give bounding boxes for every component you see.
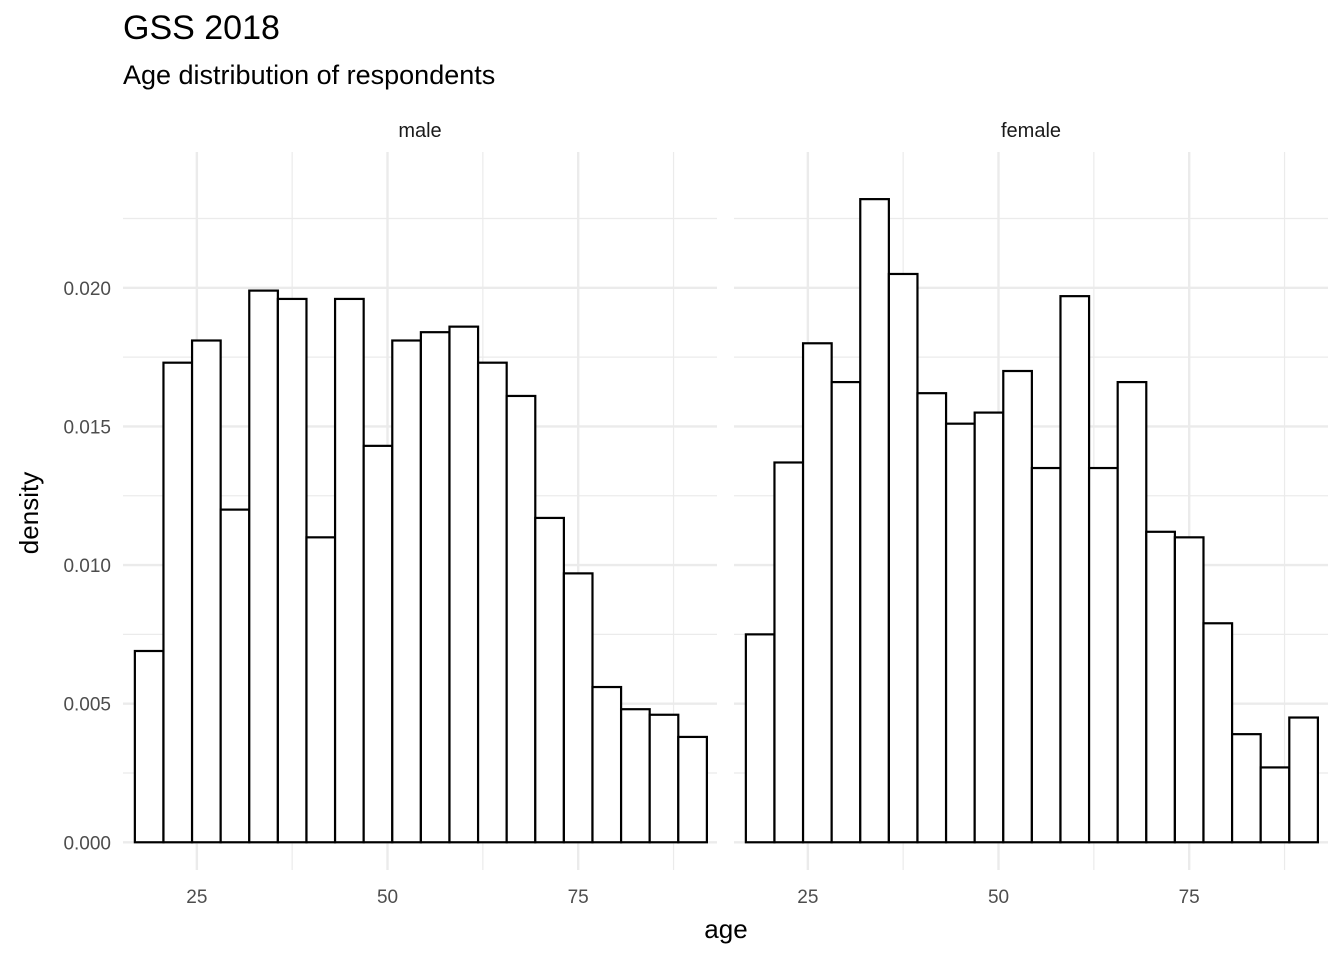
histogram-bar xyxy=(276,297,308,844)
chart-subtitle: Age distribution of respondents xyxy=(123,60,496,90)
x-tick-label: 50 xyxy=(988,887,1009,908)
histogram-bar xyxy=(648,713,680,844)
histogram-bar xyxy=(419,331,451,844)
y-axis-labels: 0.000 0.005 0.010 0.015 0.020 xyxy=(63,279,111,854)
histogram-bar xyxy=(1030,466,1062,844)
histogram-bar xyxy=(1087,466,1119,844)
histogram-bar xyxy=(830,380,862,844)
panel-female: 25 50 75 female xyxy=(734,120,1328,908)
histogram-bar xyxy=(1145,530,1176,844)
histogram-bar xyxy=(1259,766,1291,844)
histogram-bar xyxy=(219,508,251,844)
x-tick-label: 25 xyxy=(797,887,818,908)
y-tick-label: 0.005 xyxy=(63,695,111,716)
histogram-bar xyxy=(801,342,833,844)
histogram-bar xyxy=(887,272,919,844)
histogram-bar xyxy=(333,297,365,844)
panel-male-bars xyxy=(133,289,708,844)
panel-female-x-tick-labels: 25 50 75 xyxy=(797,887,1199,908)
histogram-bar xyxy=(476,361,508,844)
histogram-bar xyxy=(562,572,594,844)
panel-male: 25 50 75 male xyxy=(123,120,717,908)
histogram-bar xyxy=(1059,295,1091,844)
histogram-bar xyxy=(190,339,222,844)
y-tick-label: 0.020 xyxy=(63,279,111,300)
y-tick-label: 0.000 xyxy=(63,833,111,854)
x-tick-label: 75 xyxy=(1179,887,1200,908)
panel-female-strip-label: female xyxy=(1001,120,1061,142)
histogram-bar xyxy=(534,516,565,844)
histogram-bar xyxy=(973,411,1005,844)
histogram-bar xyxy=(1288,716,1319,844)
histogram-bar xyxy=(1002,369,1033,844)
histogram-bar xyxy=(619,708,651,844)
histogram-bar xyxy=(944,422,976,844)
histogram-bar xyxy=(773,461,805,844)
histogram-bar xyxy=(133,649,165,844)
x-axis-title: age xyxy=(704,914,747,944)
histogram-bar xyxy=(744,633,776,844)
histogram-bar xyxy=(248,289,279,844)
histogram-bar xyxy=(859,198,890,844)
histogram-bar xyxy=(1173,536,1205,844)
x-tick-label: 75 xyxy=(568,887,589,908)
histogram-bar xyxy=(1230,733,1262,844)
panel-female-bars xyxy=(744,198,1319,844)
histogram-bar xyxy=(677,735,708,844)
histogram-bar xyxy=(362,444,394,844)
histogram-bar xyxy=(591,685,623,844)
histogram-bar xyxy=(1116,380,1148,844)
histogram-bar xyxy=(305,536,337,844)
panel-male-x-tick-labels: 25 50 75 xyxy=(186,887,588,908)
x-tick-label: 25 xyxy=(186,887,207,908)
y-tick-label: 0.015 xyxy=(63,417,111,438)
histogram-bar xyxy=(1202,622,1234,844)
x-tick-label: 50 xyxy=(377,887,398,908)
histogram-bar xyxy=(162,361,194,844)
panel-male-strip-label: male xyxy=(398,120,441,142)
chart-title: GSS 2018 xyxy=(123,9,280,47)
y-axis-title: density xyxy=(14,472,44,554)
histogram-bar xyxy=(391,339,422,844)
histogram-bar xyxy=(448,325,480,844)
y-tick-label: 0.010 xyxy=(63,556,111,577)
histogram-bar xyxy=(916,392,948,844)
histogram-bar xyxy=(505,394,537,844)
